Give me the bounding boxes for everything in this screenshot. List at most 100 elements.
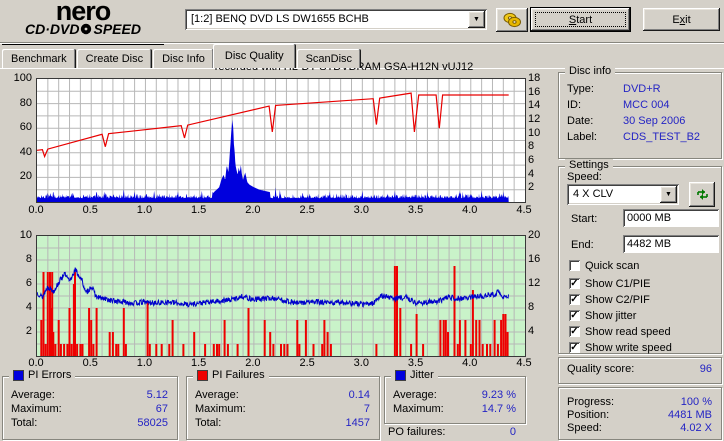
progress-value: 4.02 X — [680, 422, 712, 434]
y-axis-tick-right: 4 — [528, 167, 535, 180]
checkbox-box[interactable]: ✓ — [569, 341, 580, 353]
y-axis-tick-left: 2 — [25, 325, 32, 337]
stat-label: Maximum: — [393, 403, 444, 415]
checkbox-show-c1-pie[interactable]: ✓ Show C1/PIE — [569, 277, 650, 290]
disc-info-legend: Disc info — [569, 65, 612, 77]
stat-value: 0.14 — [348, 389, 370, 401]
x-axis-tick: 0.5 — [82, 204, 98, 216]
checkbox-quick-scan[interactable]: Quick scan — [569, 259, 639, 272]
chevron-down-icon[interactable]: ▼ — [660, 186, 677, 203]
y-axis-tick-left: 40 — [19, 145, 32, 158]
disc-info-value: MCC 004 — [623, 99, 670, 111]
pi-failures-stats-box: PI Failures Average: 0.14 Maximum: 7 Total: 1… — [186, 369, 380, 440]
tab-benchmark[interactable]: Benchmark — [2, 49, 76, 68]
y-axis-tick-right: 14 — [528, 99, 541, 112]
stat-label: Total: — [195, 417, 222, 429]
y-axis-tick-right: 12 — [528, 277, 541, 289]
disc-info-value: CDS_TEST_B2 — [623, 131, 701, 143]
checkbox-label: Show C2/PIF — [585, 293, 650, 306]
exit-button-label: Exit — [672, 13, 691, 26]
settings-box: Settings Speed: 4 X CLV ▼ Start: 0000 MB… — [558, 159, 722, 354]
progress-box: Progress: 100 % Position: 4481 MB Speed: 4.02… — [558, 387, 722, 440]
y-axis-tick-left: 20 — [19, 170, 32, 183]
cd-dvd-speed-logo-text: CD·DVD SPEED — [25, 21, 141, 37]
x-axis-tick: 1.5 — [191, 204, 207, 216]
y-axis-tick-left: 10 — [19, 229, 32, 241]
progress-label: Speed: — [567, 422, 602, 434]
pi-failures-legend: PI Failures — [212, 369, 265, 381]
disc-info-label: Date: — [567, 115, 594, 127]
x-axis-tick: 1.0 — [136, 204, 153, 216]
y-axis-tick-right: 16 — [528, 85, 541, 98]
stat-row: Maximum: 67 — [11, 403, 168, 416]
tab-disc-quality[interactable]: Disc Quality — [212, 44, 296, 68]
checkbox-label: Quick scan — [585, 259, 640, 272]
stat-value: 58025 — [137, 417, 168, 429]
quality-score-box: Quality score: 96 — [558, 357, 722, 384]
chevron-down-icon[interactable]: ▼ — [468, 11, 485, 28]
x-axis-tick: 3.0 — [353, 357, 369, 369]
eject-discs-button[interactable] — [496, 8, 528, 32]
stat-row: Average: 5.12 — [11, 389, 168, 402]
checkbox-box[interactable]: ✓ — [569, 277, 580, 289]
checkbox-box[interactable]: ✓ — [569, 293, 580, 305]
disc-icon — [80, 23, 92, 35]
scan-start-field[interactable]: 0000 MB — [623, 209, 719, 227]
disc-info-label: Label: — [567, 131, 597, 143]
x-axis-tick: 2.5 — [299, 357, 315, 369]
scan-end-value: 4482 MB — [627, 238, 672, 250]
drive-selector-value: [1:2] BENQ DVD LS DW1655 BCHB — [191, 13, 369, 25]
y-axis-tick-right: 8 — [528, 301, 535, 313]
tab-scandisc[interactable]: ScanDisc — [296, 49, 362, 68]
start-button-label: Start — [568, 13, 593, 26]
pi-errors-chart — [36, 78, 526, 203]
speed-label: Speed: — [567, 171, 602, 183]
checkbox-box[interactable]: ✓ — [569, 309, 580, 321]
tab-strip: Benchmark Create Disc Disc Info Disc Qualit… — [2, 44, 362, 68]
x-axis-tick: 4.0 — [462, 204, 478, 216]
tab-create-disc[interactable]: Create Disc — [76, 49, 153, 68]
checkbox-show-c2-pif[interactable]: ✓ Show C2/PIF — [569, 293, 650, 306]
tab-page-edge — [0, 68, 724, 69]
checkbox-show-read-speed[interactable]: ✓ Show read speed — [569, 325, 671, 338]
jitter-legend: Jitter — [410, 369, 434, 381]
disc-info-label: ID: — [567, 99, 582, 111]
jitter-stats-box: Jitter Average: 9.23 % Maximum: 14.7 % — [384, 369, 526, 424]
tab-disc-info[interactable]: Disc Info — [153, 49, 214, 68]
quality-score-value: 96 — [699, 363, 712, 375]
settings-legend: Settings — [569, 159, 609, 171]
scan-end-field[interactable]: 4482 MB — [623, 235, 719, 253]
start-button[interactable]: Start — [530, 7, 631, 32]
quality-score-label: Quality score: — [567, 363, 635, 375]
checkbox-label: Show write speed — [585, 341, 672, 354]
progress-value: 4481 MB — [667, 409, 712, 421]
checkbox-box[interactable] — [569, 260, 580, 271]
disc-info-row: ID: MCC 004 — [567, 99, 712, 113]
stat-label: Average: — [11, 389, 55, 401]
stat-row: Total: 58025 — [11, 417, 168, 430]
x-axis-tick: 4.5 — [516, 357, 532, 369]
y-axis-tick-right: 16 — [528, 253, 541, 265]
speed-combobox[interactable]: 4 X CLV ▼ — [567, 184, 679, 205]
disc-info-label: Type: — [567, 83, 594, 95]
stat-label: Total: — [11, 417, 38, 429]
x-axis-tick: 0.5 — [82, 357, 98, 369]
drive-selector-combobox[interactable]: [1:2] BENQ DVD LS DW1655 BCHB ▼ — [185, 9, 487, 30]
checkbox-show-write-speed[interactable]: ✓ Show write speed — [569, 341, 672, 354]
checkbox-box[interactable]: ✓ — [569, 325, 580, 337]
y-axis-tick-right: 20 — [528, 229, 541, 241]
pi-errors-legend: PI Errors — [28, 369, 72, 381]
exit-button[interactable]: Exit — [643, 8, 720, 31]
discs-icon — [501, 12, 523, 28]
stat-label: Maximum: — [195, 403, 246, 415]
po-failures-label: PO failures: — [388, 426, 446, 438]
stat-row: Average: 0.14 — [195, 389, 370, 402]
scan-start-value: 0000 MB — [627, 212, 672, 224]
y-axis-tick-left: 4 — [25, 301, 32, 313]
checkbox-show-jitter[interactable]: ✓ Show jitter — [569, 309, 636, 322]
checkbox-label: Show jitter — [585, 309, 637, 322]
stat-row: Maximum: 14.7 % — [393, 403, 516, 416]
refresh-button[interactable] — [689, 182, 715, 207]
po-failures-row: PO failures: 0 — [388, 426, 520, 439]
